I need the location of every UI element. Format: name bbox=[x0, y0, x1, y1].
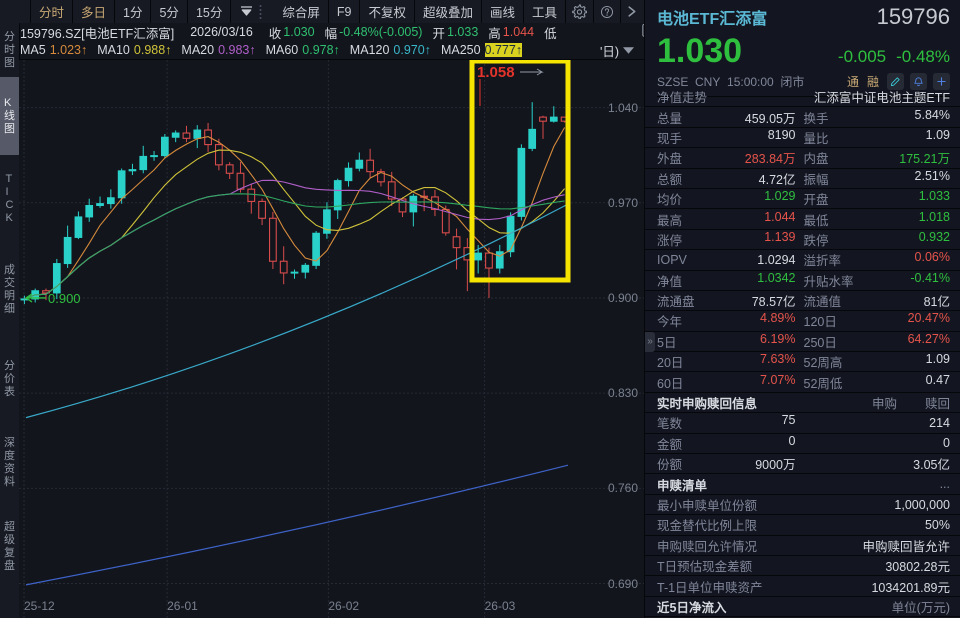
svg-text:0.900: 0.900 bbox=[48, 291, 81, 306]
svg-text:1.058: 1.058 bbox=[477, 64, 515, 81]
